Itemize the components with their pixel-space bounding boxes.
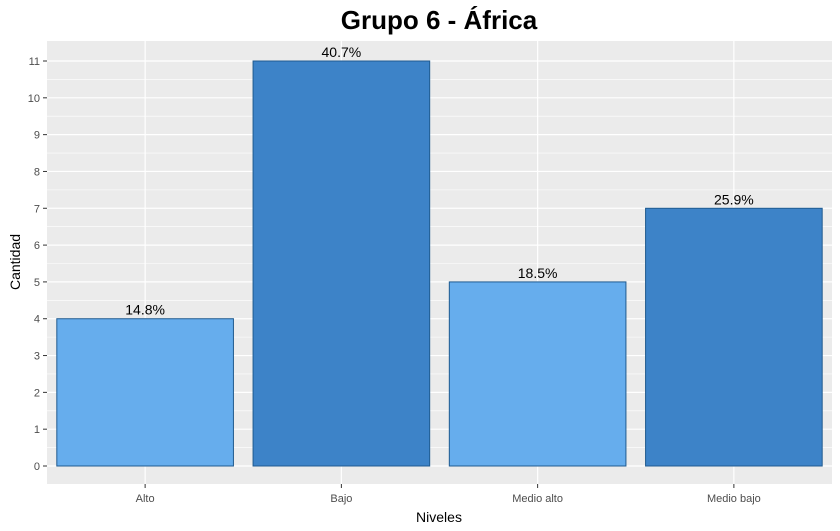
- y-tick-label: 7: [34, 203, 40, 215]
- bar-data-label: 14.8%: [125, 302, 165, 318]
- y-tick-label: 4: [34, 314, 40, 326]
- bar-data-label: 40.7%: [322, 44, 362, 60]
- x-axis: Alto Bajo Medio alto Medio bajo: [136, 484, 761, 505]
- bar-labels: 14.8% 40.7% 18.5% 25.9%: [125, 44, 753, 318]
- chart-title: Grupo 6 - África: [341, 5, 538, 35]
- y-tick-label: 10: [28, 93, 40, 105]
- bars: [56, 60, 823, 467]
- bar-data-label: 18.5%: [518, 265, 558, 281]
- y-axis: 0 1 2 3 4 5 6 7 8 9 10 11: [28, 56, 47, 473]
- y-tick-label: 9: [34, 130, 40, 142]
- bar-bajo: [252, 60, 431, 467]
- y-tick-label: 2: [34, 387, 40, 399]
- bar-data-label: 25.9%: [714, 191, 754, 207]
- y-tick-label: 8: [34, 166, 40, 178]
- y-tick-label: 1: [34, 424, 40, 436]
- x-tick-label: Medio alto: [512, 493, 563, 505]
- x-tick-label: Alto: [136, 493, 155, 505]
- x-tick-label: Medio bajo: [707, 493, 761, 505]
- bar-alto: [56, 318, 234, 467]
- y-tick-label: 3: [34, 351, 40, 363]
- y-axis-title: Cantidad: [7, 234, 23, 290]
- y-tick-label: 0: [34, 461, 40, 473]
- x-axis-title: Niveles: [416, 509, 462, 525]
- bar-medio-alto: [448, 281, 627, 467]
- bar-medio-bajo: [645, 207, 823, 467]
- x-tick-label: Bajo: [330, 493, 352, 505]
- y-tick-label: 5: [34, 277, 40, 289]
- y-tick-label: 6: [34, 240, 40, 252]
- y-tick-label: 11: [29, 56, 40, 68]
